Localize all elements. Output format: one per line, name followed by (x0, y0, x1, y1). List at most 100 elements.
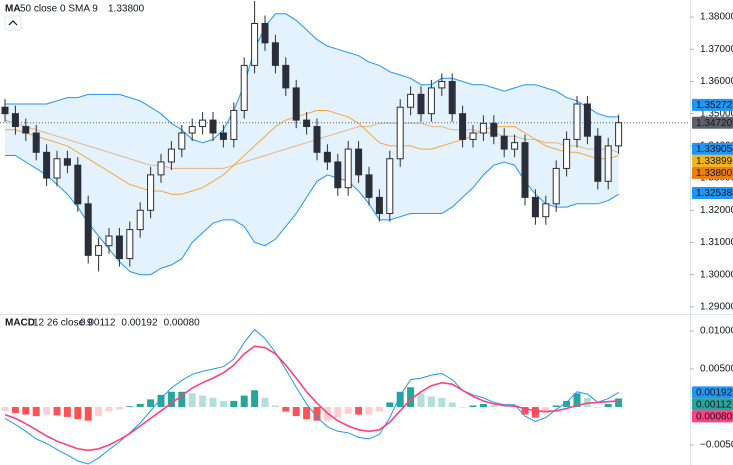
histogram-bar (438, 397, 446, 407)
candle-body (261, 23, 269, 44)
candle-body (448, 80, 456, 115)
candle-body (53, 158, 61, 179)
histogram-bar (251, 390, 259, 407)
histogram-bar (199, 395, 207, 407)
y-tick-label: 1.36000 (700, 76, 733, 87)
candle-body (459, 113, 467, 140)
histogram-bar (43, 406, 51, 415)
candle-body (417, 93, 425, 115)
price-badge (692, 410, 733, 423)
histogram-bar (157, 394, 165, 407)
histogram-bar (303, 406, 311, 420)
ma-line (4, 119, 619, 169)
macd-params: 12 26 close 9 (33, 318, 93, 329)
candle-body (95, 245, 103, 256)
candle-body (355, 148, 363, 176)
histogram-bar (22, 406, 30, 415)
candle-body (594, 135, 602, 182)
candle-body (604, 145, 612, 182)
candle-body (583, 103, 591, 137)
histogram-bar (552, 405, 560, 407)
histogram-bar (209, 397, 217, 407)
candle-body (438, 80, 446, 89)
y-tick-label: 0.00500 (700, 364, 733, 375)
band-fill (5, 13, 619, 275)
collapse-button[interactable] (4, 15, 22, 31)
candle-body (292, 87, 300, 121)
histogram-bar (604, 403, 612, 407)
price-badge (692, 154, 733, 167)
candle-body (1, 106, 9, 115)
histogram-bar (188, 393, 196, 407)
histogram-bar (230, 400, 238, 407)
collapse-box[interactable] (4, 15, 22, 31)
candle-body (22, 126, 30, 134)
candle-body (344, 148, 352, 189)
histogram-bar (32, 406, 40, 417)
candle-body (427, 87, 435, 115)
legend-params: 50 close 0 SMA 9 (20, 4, 98, 15)
price-badge (692, 116, 733, 129)
histogram-bar (344, 406, 352, 414)
price-badge-label: 0.00112 (696, 400, 732, 411)
legend-name: MA (5, 4, 21, 15)
histogram-bar (490, 405, 498, 407)
candle-body (115, 235, 123, 260)
candle-body (542, 203, 550, 218)
candle-body (219, 132, 227, 140)
histogram-bar (95, 406, 103, 417)
price-badge (692, 398, 733, 411)
y-tick-label: 1.30000 (700, 269, 733, 280)
candle-body (615, 122, 623, 147)
price-badge-label: 1.35272 (696, 100, 733, 111)
price-badge (692, 98, 733, 111)
histogram-bar (448, 402, 456, 407)
histogram-bar (240, 395, 248, 407)
histogram-bar (396, 391, 404, 407)
candle-body (552, 167, 560, 205)
candle-body (313, 126, 321, 153)
histogram-bar (459, 406, 467, 408)
histogram-bar (126, 406, 134, 407)
candle-body (251, 23, 259, 66)
candle-body (199, 119, 207, 128)
histogram-bar (573, 393, 581, 407)
histogram-bar (479, 403, 487, 407)
candle-body (84, 203, 92, 256)
histogram-bar (563, 400, 571, 407)
candle-body (188, 126, 196, 134)
price-badge-label: 1.32538 (696, 188, 733, 199)
candle-body (500, 135, 508, 150)
histogram-bar (261, 397, 269, 407)
y-tick-label: 0.01000 (700, 326, 733, 337)
y-tick-label: 1.32000 (700, 205, 733, 216)
histogram-bar (469, 405, 477, 407)
candle-body (240, 64, 248, 111)
histogram-bar (1, 406, 9, 411)
candle-body (479, 122, 487, 134)
histogram-bar (84, 406, 92, 421)
histogram-bar (542, 406, 550, 414)
price-badge (692, 186, 733, 199)
histogram-bar (115, 406, 123, 410)
price-badge (692, 166, 733, 179)
price-badge-label: 1.34720 (696, 118, 733, 129)
histogram-bar (594, 406, 602, 408)
candle-body (271, 42, 279, 66)
candle-body (490, 122, 498, 137)
price-badge-label: 0.00192 (696, 388, 733, 399)
legend-backdrop (0, 0, 250, 18)
histogram-bar (427, 396, 435, 407)
histogram-bar (178, 391, 186, 407)
candle-body (43, 151, 51, 179)
histogram-bar (386, 402, 394, 407)
candle-body (126, 229, 134, 260)
candle-body (303, 119, 311, 128)
collapse-icon[interactable] (8, 20, 18, 26)
histogram-bar (53, 406, 61, 416)
candle-body (63, 158, 71, 166)
histogram-bar (282, 406, 290, 412)
